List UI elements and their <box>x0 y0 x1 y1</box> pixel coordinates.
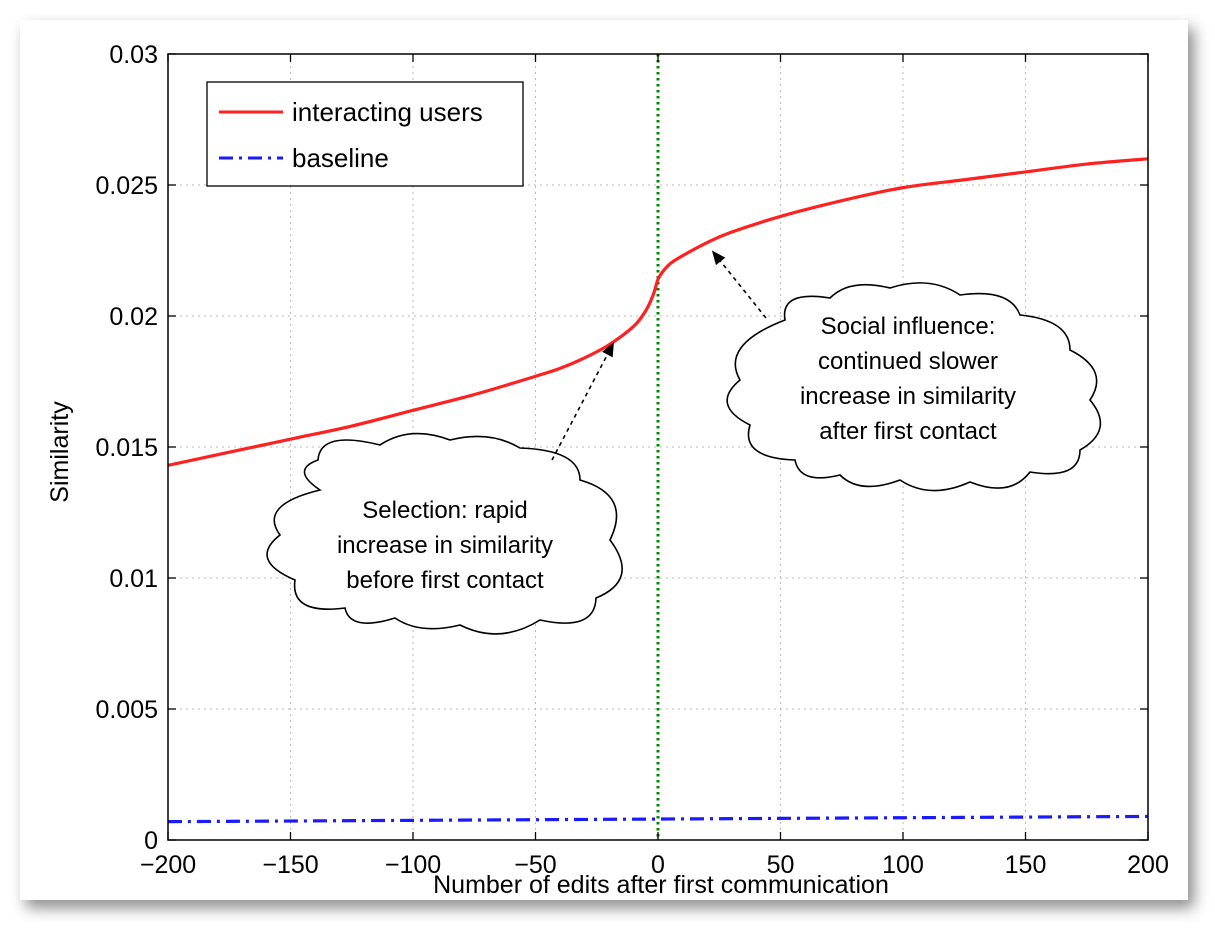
social-text-line-2: continued slower <box>818 348 998 375</box>
x-tick-label: 150 <box>1005 851 1047 879</box>
y-tick-label: 0.005 <box>95 696 158 724</box>
x-tick-label: −200 <box>140 851 196 879</box>
legend-box <box>206 81 524 187</box>
selection-text-line-3: before first contact <box>346 567 544 594</box>
x-tick-label: 50 <box>767 851 795 879</box>
x-tick-label: 0 <box>651 851 665 879</box>
series-layer <box>168 54 1148 840</box>
x-tick-label: −50 <box>514 851 556 879</box>
selection-cloud <box>266 432 623 635</box>
y-tick-label: 0.01 <box>109 565 158 593</box>
social-influence-cloud <box>726 282 1102 492</box>
y-tick-label: 0.02 <box>109 303 158 331</box>
social-influence-arrowhead <box>711 250 726 266</box>
x-tick-label: 200 <box>1127 851 1169 879</box>
series-line-baseline <box>168 814 1148 824</box>
selection-arrow <box>551 354 609 461</box>
social-text-line-1: Social influence: <box>821 313 996 340</box>
x-tick-label: 100 <box>882 851 924 879</box>
x-axis-title: Number of edits after first communicatio… <box>433 871 889 899</box>
selection-text-line-2: increase in similarity <box>337 532 553 559</box>
axis-ticks: −200 −150 −100 −50 0 50 100 150 200 0 0.005 0.01 0.0… <box>95 41 1168 879</box>
social-text-line-3: increase in similarity <box>800 383 1016 410</box>
y-tick-label: 0.03 <box>109 41 158 69</box>
annotation-social-influence: Social influence: continued slower incre… <box>711 250 1102 492</box>
selection-arrowhead <box>602 342 614 358</box>
y-axis-title: Similarity <box>46 401 74 503</box>
legend-label-interacting-users: interacting users <box>292 97 483 127</box>
legend-label-baseline: baseline <box>292 143 389 173</box>
series-line-interacting-users <box>168 157 1148 467</box>
annotation-selection: Selection: rapid increase in similarity … <box>266 342 623 635</box>
x-tick-label: −100 <box>385 851 441 879</box>
figure-frame: −200 −150 −100 −50 0 50 100 150 200 0 0.005 0.01 0.0… <box>20 20 1188 900</box>
y-tick-label: 0 <box>144 827 158 855</box>
y-tick-label: 0.015 <box>95 434 158 462</box>
line-chart: −200 −150 −100 −50 0 50 100 150 200 0 0.005 0.01 0.0… <box>46 41 1169 899</box>
x-tick-label: −150 <box>262 851 318 879</box>
y-tick-label: 0.025 <box>95 172 158 200</box>
social-text-line-4: after first contact <box>819 418 997 445</box>
selection-text-line-1: Selection: rapid <box>362 497 527 524</box>
legend: interacting users baseline <box>206 81 524 187</box>
